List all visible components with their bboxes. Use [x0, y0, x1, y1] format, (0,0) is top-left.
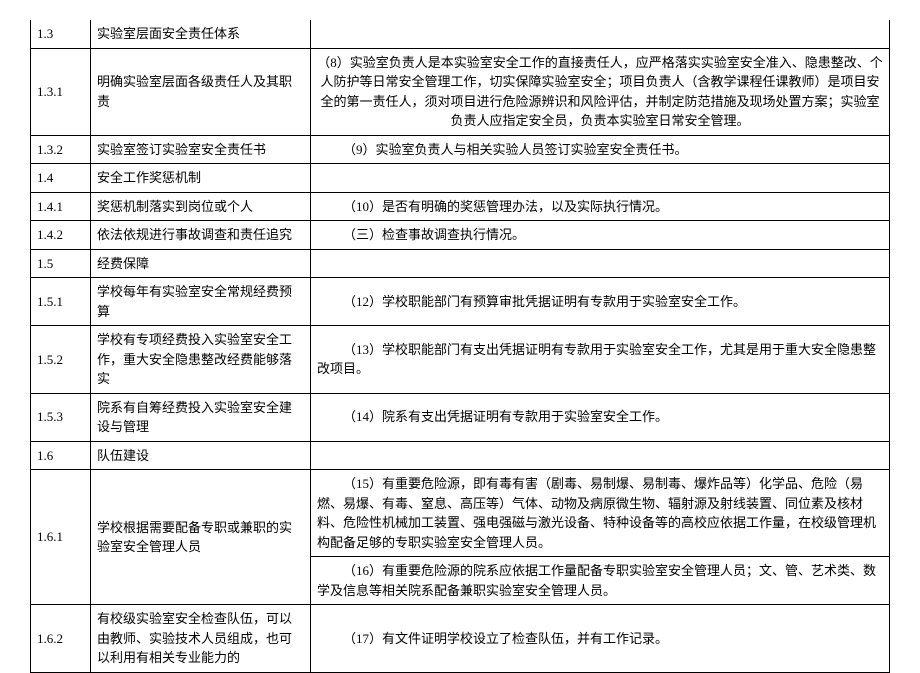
cell-num: 1.4 — [31, 164, 91, 193]
table-row: 1.3.2 实验室签订实验室安全责任书 （9）实验室负责人与相关实验人员签订实验… — [31, 135, 890, 164]
cell-item: 依法依规进行事故调查和责任追究 — [91, 221, 311, 250]
table-row: 1.3.1 明确实验室层面各级责任人及其职责 （8）实验室负责人是本实验室安全工… — [31, 48, 890, 135]
cell-item: 实验室签订实验室安全责任书 — [91, 135, 311, 164]
cell-desc: （10）是否有明确的奖惩管理办法，以及实际执行情况。 — [311, 192, 890, 221]
cell-item: 经费保障 — [91, 249, 311, 278]
cell-desc: （16）有重要危险源的院系应依据工作量配备专职实验室安全管理人员；文、管、艺术类… — [311, 557, 890, 605]
cell-desc: （13）学校职能部门有支出凭据证明有专款用于实验室安全工作，尤其是用于重大安全隐… — [311, 326, 890, 394]
cell-num: 1.3.2 — [31, 135, 91, 164]
cell-item: 学校根据需要配备专职或兼职的实验室安全管理人员 — [91, 470, 311, 605]
cell-item: 队伍建设 — [91, 441, 311, 470]
cell-item: 安全工作奖惩机制 — [91, 164, 311, 193]
cell-num: 1.6 — [31, 441, 91, 470]
cell-num: 1.6.1 — [31, 470, 91, 605]
cell-desc: （14）院系有支出凭据证明有专款用于实验室安全工作。 — [311, 393, 890, 441]
cell-item: 实验室层面安全责任体系 — [91, 20, 311, 48]
cell-item: 明确实验室层面各级责任人及其职责 — [91, 48, 311, 135]
cell-item: 有校级实验室安全检查队伍，可以由教师、实验技术人员组成，也可以利用有相关专业能力… — [91, 605, 311, 673]
cell-desc: （12）学校职能部门有预算审批凭据证明有专款用于实验室安全工作。 — [311, 278, 890, 326]
table-row: 1.5.2 学校有专项经费投入实验室安全工作，重大安全隐患整改经费能够落实 （1… — [31, 326, 890, 394]
table-row: 1.6.2 有校级实验室安全检查队伍，可以由教师、实验技术人员组成，也可以利用有… — [31, 605, 890, 673]
cell-num: 1.4.1 — [31, 192, 91, 221]
document-page: 1.3 实验室层面安全责任体系 1.3.1 明确实验室层面各级责任人及其职责 （… — [0, 0, 920, 651]
table-row: 1.5 经费保障 — [31, 249, 890, 278]
cell-num: 1.5.3 — [31, 393, 91, 441]
cell-desc — [311, 249, 890, 278]
table-row: 1.4.2 依法依规进行事故调查和责任追究 （三）检查事故调查执行情况。 — [31, 221, 890, 250]
cell-num: 1.4.2 — [31, 221, 91, 250]
table-row: 1.5.1 学校每年有实验室安全常规经费预算 （12）学校职能部门有预算审批凭据… — [31, 278, 890, 326]
cell-num: 1.5.1 — [31, 278, 91, 326]
cell-desc: （三）检查事故调查执行情况。 — [311, 221, 890, 250]
checklist-table: 1.3 实验室层面安全责任体系 1.3.1 明确实验室层面各级责任人及其职责 （… — [30, 20, 890, 673]
table-row: 1.6.1 学校根据需要配备专职或兼职的实验室安全管理人员 （15）有重要危险源… — [31, 470, 890, 557]
cell-desc: （9）实验室负责人与相关实验人员签订实验室安全责任书。 — [311, 135, 890, 164]
table-row: 1.6 队伍建设 — [31, 441, 890, 470]
cell-num: 1.3.1 — [31, 48, 91, 135]
cell-desc — [311, 20, 890, 48]
table-row: 1.4 安全工作奖惩机制 — [31, 164, 890, 193]
cell-desc: （8）实验室负责人是本实验室安全工作的直接责任人，应严格落实实验室安全准入、隐患… — [311, 48, 890, 135]
cell-item: 院系有自筹经费投入实验室安全建设与管理 — [91, 393, 311, 441]
cell-item: 学校有专项经费投入实验室安全工作，重大安全隐患整改经费能够落实 — [91, 326, 311, 394]
cell-num: 1.3 — [31, 20, 91, 48]
table-row: 1.4.1 奖惩机制落实到岗位或个人 （10）是否有明确的奖惩管理办法，以及实际… — [31, 192, 890, 221]
cell-desc — [311, 164, 890, 193]
cell-item: 奖惩机制落实到岗位或个人 — [91, 192, 311, 221]
cell-num: 1.5.2 — [31, 326, 91, 394]
cell-item: 学校每年有实验室安全常规经费预算 — [91, 278, 311, 326]
cell-num: 1.6.2 — [31, 605, 91, 673]
table-row: 1.5.3 院系有自筹经费投入实验室安全建设与管理 （14）院系有支出凭据证明有… — [31, 393, 890, 441]
cell-desc — [311, 441, 890, 470]
cell-desc: （15）有重要危险源，即有毒有害（剧毒、易制爆、易制毒、爆炸品等）化学品、危险（… — [311, 470, 890, 557]
cell-desc: （17）有文件证明学校设立了检查队伍，并有工作记录。 — [311, 605, 890, 673]
cell-num: 1.5 — [31, 249, 91, 278]
table-row: 1.3 实验室层面安全责任体系 — [31, 20, 890, 48]
